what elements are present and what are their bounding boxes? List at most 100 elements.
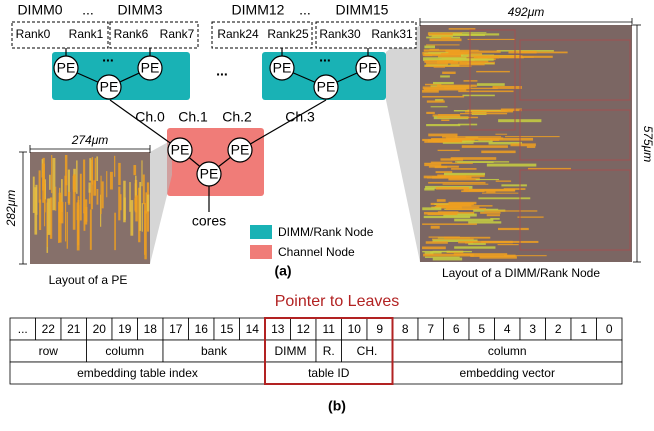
texture xyxy=(440,158,463,160)
texture xyxy=(480,212,500,214)
texture xyxy=(433,82,454,84)
table-text: 11 xyxy=(323,322,336,336)
texture xyxy=(118,187,120,221)
ellipsis: ... xyxy=(216,63,228,79)
texture xyxy=(453,33,499,35)
texture xyxy=(464,189,515,192)
texture xyxy=(430,49,439,51)
texture xyxy=(449,28,476,30)
texture xyxy=(433,258,462,261)
rank-label: Rank6 xyxy=(114,27,149,41)
texture xyxy=(437,199,446,202)
figure: cores 274μm 282μm Layout of a PE 492μm 5… xyxy=(0,0,654,431)
texture xyxy=(426,241,448,244)
texture xyxy=(76,160,77,193)
texture xyxy=(478,197,530,199)
table-text: 2 xyxy=(555,322,562,336)
texture xyxy=(435,166,447,168)
texture xyxy=(424,46,435,49)
texture xyxy=(476,71,510,72)
texture xyxy=(465,111,508,113)
legend-swatch xyxy=(250,225,272,239)
legend-label: Channel Node xyxy=(278,245,355,259)
texture xyxy=(430,39,462,42)
table-text: column xyxy=(488,344,527,358)
texture xyxy=(39,199,41,230)
texture xyxy=(501,184,526,186)
table-text: 20 xyxy=(93,322,107,336)
channel-label: Ch.1 xyxy=(178,109,208,125)
texture xyxy=(431,226,440,229)
panel-label: (b) xyxy=(328,398,346,414)
texture xyxy=(426,44,459,45)
texture xyxy=(95,158,96,189)
texture xyxy=(478,57,524,59)
table-text: 14 xyxy=(246,322,260,336)
texture xyxy=(428,134,457,137)
texture xyxy=(422,223,477,224)
texture xyxy=(438,150,460,151)
dimension-label: 492μm xyxy=(508,5,545,19)
dimm-label: ... xyxy=(299,2,311,18)
panel-label: (a) xyxy=(274,263,291,279)
pe-label: PE xyxy=(141,60,160,76)
texture xyxy=(517,216,543,217)
texture xyxy=(481,241,538,243)
texture xyxy=(426,124,460,126)
texture xyxy=(462,145,508,148)
pe-label: PE xyxy=(100,79,119,95)
texture xyxy=(90,209,92,250)
texture xyxy=(143,174,145,204)
texture xyxy=(505,136,560,137)
texture xyxy=(486,191,495,192)
texture xyxy=(484,210,537,211)
cores-label: cores xyxy=(192,213,226,229)
texture xyxy=(110,172,113,190)
texture xyxy=(422,207,441,210)
texture xyxy=(457,161,493,163)
texture xyxy=(423,254,474,257)
table-text: embedding vector xyxy=(460,366,555,380)
table-text: DIMM xyxy=(275,344,307,358)
texture xyxy=(444,237,490,239)
table-text: CH. xyxy=(357,344,378,358)
table-text: 4 xyxy=(504,322,511,336)
table-text: column xyxy=(105,344,144,358)
pointer-title: Pointer to Leaves xyxy=(275,293,400,310)
texture xyxy=(498,228,529,230)
texture xyxy=(422,96,464,98)
texture xyxy=(431,106,448,107)
channel-label: Ch.2 xyxy=(222,109,252,125)
texture xyxy=(65,155,67,185)
texture xyxy=(58,202,59,243)
table-text: 22 xyxy=(42,322,56,336)
texture xyxy=(422,246,446,249)
texture xyxy=(454,138,492,140)
texture xyxy=(424,65,471,66)
table-text: embedding table index xyxy=(77,366,198,380)
texture xyxy=(89,158,91,181)
texture xyxy=(441,37,451,39)
texture xyxy=(442,72,455,74)
texture xyxy=(424,163,473,164)
texture xyxy=(102,181,104,208)
texture xyxy=(147,195,149,212)
pe-label: PE xyxy=(359,60,378,76)
table-text: 5 xyxy=(478,322,485,336)
texture xyxy=(498,244,519,245)
dimm-label: DIMM3 xyxy=(117,2,162,18)
table-text: row xyxy=(39,344,59,358)
texture xyxy=(139,182,141,231)
texture xyxy=(441,120,449,121)
table-text: 7 xyxy=(427,322,434,336)
texture xyxy=(422,251,472,252)
dimension-label: 274μm xyxy=(71,133,109,147)
texture xyxy=(48,198,51,234)
texture xyxy=(114,213,116,250)
table-text: 16 xyxy=(195,322,209,336)
texture xyxy=(433,114,461,116)
texture xyxy=(76,202,79,220)
table-text: 12 xyxy=(297,322,311,336)
channel-label: Ch.3 xyxy=(285,109,315,125)
texture xyxy=(65,202,66,242)
